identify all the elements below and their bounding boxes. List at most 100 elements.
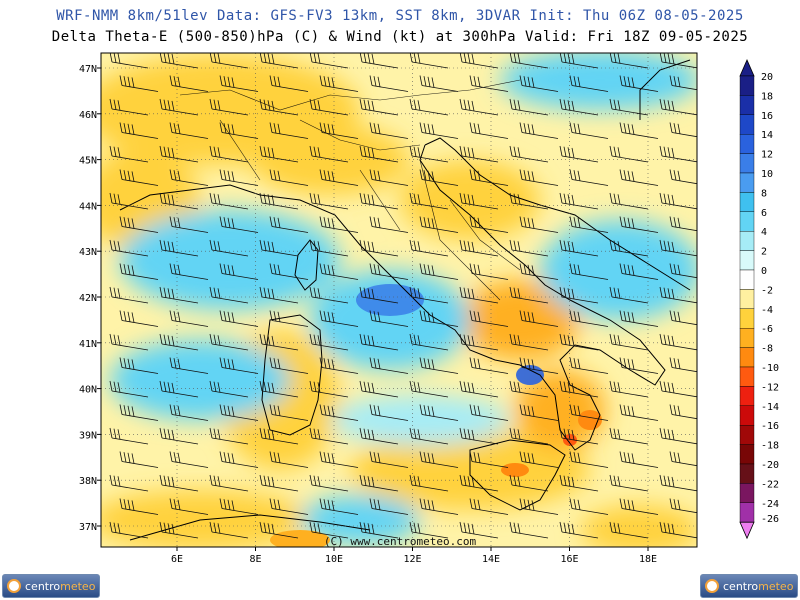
- wind-barb: [309, 192, 349, 210]
- colorbar-swatch: [739, 289, 755, 309]
- wind-barb: [619, 263, 659, 280]
- wind-barb: [259, 53, 299, 69]
- wind-barb: [559, 145, 599, 163]
- wind-barb: [169, 75, 209, 92]
- wind-barb: [159, 380, 199, 398]
- wind-barb: [669, 263, 697, 279]
- latitude-labels: 47N 46N 45N 44N 43N 42N 41N 40N 39N 38N 37N: [79, 64, 101, 533]
- wind-barb: [269, 451, 309, 468]
- wind-barb: [569, 75, 609, 92]
- wind-barb: [159, 53, 199, 69]
- copyright-watermark: (C) www.centrometeo.com: [324, 535, 477, 548]
- field-valid-title: Delta Theta-E (500-850)hPa (C) & Wind (k…: [51, 29, 749, 45]
- lat-label: 42N: [79, 293, 97, 304]
- wind-barb: [509, 192, 549, 210]
- wind-barb: [209, 286, 249, 304]
- wind-barb: [209, 145, 249, 163]
- wind-barb: [559, 333, 599, 351]
- wind-barb: [569, 169, 609, 186]
- wind-barb: [269, 216, 309, 233]
- wind-barb: [409, 53, 449, 69]
- wind-barb: [659, 98, 697, 116]
- wind-barb: [409, 192, 449, 210]
- wind-barb: [519, 310, 559, 327]
- wind-barb: [159, 145, 199, 163]
- wind-barb: [609, 427, 649, 445]
- wind-barb: [209, 474, 249, 492]
- lat-label: 44N: [79, 201, 97, 212]
- wind-barb: [169, 122, 209, 139]
- wind-barb: [169, 310, 209, 327]
- wind-barb: [469, 498, 509, 515]
- model-info-title: WRF-NMM 8km/51lev Data: GFS-FV3 13km, SS…: [56, 8, 744, 24]
- wind-barb: [569, 216, 609, 233]
- wind-barb: [619, 310, 659, 327]
- wind-barb: [569, 122, 609, 139]
- wind-barb: [259, 239, 299, 257]
- wind-barb: [259, 286, 299, 304]
- wind-barb: [219, 263, 259, 280]
- wind-barb: [109, 474, 149, 492]
- lon-label: 10E: [325, 554, 343, 565]
- wind-barb: [459, 474, 499, 492]
- wind-barb: [219, 451, 259, 468]
- colorbar-swatch: [739, 211, 755, 232]
- colorbar-swatch: [739, 463, 755, 484]
- wind-barb: [569, 357, 609, 374]
- colorbar-label: -2: [761, 285, 773, 296]
- colorbar-swatch: [739, 347, 755, 368]
- wind-barb: [159, 521, 199, 539]
- wind-barb: [159, 239, 199, 257]
- wind-barb: [109, 380, 149, 398]
- wind-barb: [459, 427, 499, 445]
- lon-label: 16E: [560, 554, 578, 565]
- wind-barb: [119, 122, 159, 139]
- wind-barb: [659, 192, 697, 210]
- lat-label: 46N: [79, 110, 97, 121]
- wind-barb: [509, 380, 549, 398]
- wind-barb: [559, 474, 599, 492]
- wind-barb: [369, 216, 409, 233]
- wind-barb: [109, 98, 149, 116]
- wind-barb: [459, 239, 499, 257]
- wind-barb: [519, 498, 559, 515]
- wind-barb: [409, 427, 449, 445]
- wind-barb: [609, 98, 649, 116]
- wind-barb: [619, 451, 659, 468]
- wind-barb: [309, 53, 349, 69]
- wind-barb: [369, 263, 409, 280]
- wind-barb: [559, 239, 599, 257]
- wind-barb: [419, 75, 459, 92]
- wind-barb: [459, 333, 499, 351]
- wind-barb: [619, 75, 659, 92]
- wind-barb: [619, 169, 659, 186]
- wind-barb: [419, 263, 459, 280]
- wind-barb: [209, 192, 249, 210]
- wind-barb: [259, 380, 299, 398]
- wind-barb: [109, 239, 149, 257]
- wind-barb: [319, 216, 359, 233]
- centrometeo-logo-left: centrometeo: [2, 574, 100, 598]
- colorbar-label: -10: [761, 363, 779, 374]
- wind-barb: [269, 404, 309, 421]
- wind-barb: [359, 53, 399, 69]
- colorbar-label: 10: [761, 169, 773, 180]
- wind-barb: [119, 169, 159, 186]
- wind-barb: [669, 169, 697, 185]
- wind-barb: [459, 286, 499, 304]
- wind-barb: [419, 310, 459, 327]
- wind-barb: [519, 122, 559, 139]
- wind-barb: [159, 474, 199, 492]
- wind-barb: [509, 427, 549, 445]
- wind-barb: [509, 145, 549, 163]
- wind-barb: [219, 404, 259, 421]
- wind-barb: [209, 427, 249, 445]
- wind-barb: [509, 286, 549, 304]
- wind-barb: [219, 310, 259, 327]
- wind-barb: [259, 192, 299, 210]
- wind-barb: [459, 145, 499, 163]
- wind-barb: [419, 169, 459, 186]
- wind-barb: [209, 380, 249, 398]
- wind-barb: [169, 169, 209, 186]
